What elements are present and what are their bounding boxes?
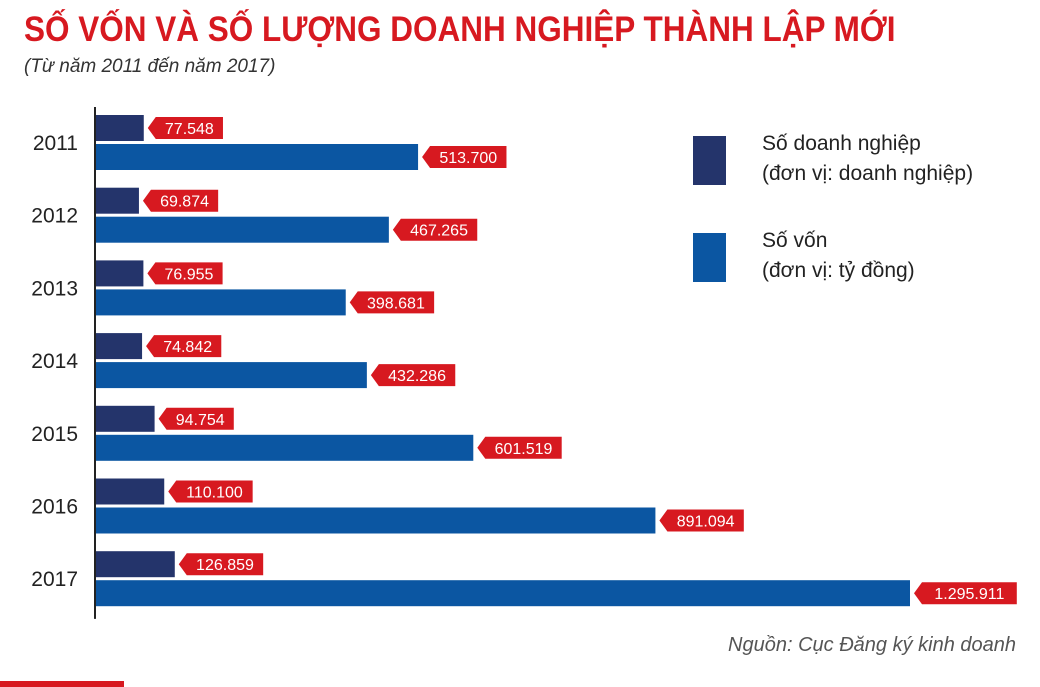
chart-title: SỐ VỐN VÀ SỐ LƯỢNG DOANH NGHIỆP THÀNH LẬ… [24,10,896,49]
bar-enterprises-2012 [95,187,139,214]
data-label-enterprises-2015: 94.754 [176,412,225,429]
bar-capital-2012 [95,216,389,243]
data-label-enterprises-2011: 77.548 [165,121,214,138]
legend-unit-capital: (đơn vị: tỷ đồng) [762,259,915,282]
data-label-capital-2013: 398.681 [367,295,425,312]
data-label-capital-2014: 432.286 [388,368,446,385]
data-label-enterprises-2014-tag [146,335,222,358]
year-label-2012: 2012 [31,205,78,228]
year-label-2014: 2014 [31,350,78,373]
bar-enterprises-2015 [95,405,155,432]
chart-subtitle: (Từ năm 2011 đến năm 2017) [24,56,276,77]
data-label-enterprises-2013-tag [147,262,223,285]
bar-capital-2016 [95,507,656,534]
data-label-capital-2011-tag [422,146,507,168]
data-label-enterprises-2016-tag [168,480,253,503]
year-label-2016: 2016 [31,496,78,519]
data-label-enterprises-2015-tag [158,407,234,430]
data-label-capital-2013-tag [349,291,435,314]
data-label-enterprises-2017-tag [178,553,264,576]
source-note: Nguồn: Cục Đăng ký kinh doanh [728,634,1016,656]
bar-capital-2017 [95,580,910,607]
data-label-capital-2017: 1.295.911 [934,586,1004,603]
legend-unit-enterprises: (đơn vị: doanh nghiệp) [762,162,974,185]
data-label-enterprises-2016: 110.100 [186,485,243,502]
bar-capital-2014 [95,362,367,389]
data-label-enterprises-2011-tag [147,117,223,139]
legend-swatch-capital [693,233,726,282]
data-label-capital-2012-tag [392,218,478,241]
bar-capital-2015 [95,434,474,461]
data-label-capital-2016: 891.094 [677,514,735,531]
data-label-enterprises-2012-tag [142,189,219,212]
year-label-2013: 2013 [31,277,78,300]
data-label-capital-2012: 467.265 [410,223,468,240]
data-label-capital-2014-tag [370,364,456,387]
bar-enterprises-2016 [95,478,165,505]
data-label-enterprises-2013: 76.955 [165,266,214,283]
data-label-capital-2011: 513.700 [439,150,497,167]
bar-capital-2013 [95,289,346,316]
data-label-capital-2017-tag [914,582,1017,605]
corner-accent-strip [0,681,124,687]
data-label-enterprises-2012: 69.874 [160,194,209,211]
year-label-2015: 2015 [31,423,78,446]
data-label-capital-2015-tag [477,436,562,459]
legend-label-capital: Số vốn [762,229,828,252]
data-label-capital-2015: 601.519 [495,441,553,458]
legend-label-enterprises: Số doanh nghiệp [762,132,921,155]
bar-enterprises-2011 [95,115,144,141]
data-label-capital-2016-tag [659,509,744,532]
bar-enterprises-2013 [95,260,144,287]
legend-swatch-enterprises [693,136,726,185]
bar-enterprises-2017 [95,551,175,578]
bar-capital-2011 [95,144,419,170]
data-label-enterprises-2014: 74.842 [163,339,212,356]
year-label-2017: 2017 [31,568,78,591]
bar-enterprises-2014 [95,333,143,360]
data-label-enterprises-2017: 126.859 [196,557,254,574]
year-label-2011: 2011 [33,132,78,155]
